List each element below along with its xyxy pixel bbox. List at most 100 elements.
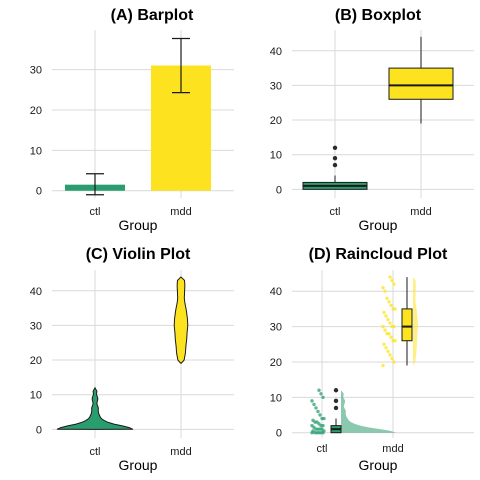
panel-c-y-ticks: 0 10 20 30 40 bbox=[30, 286, 42, 437]
y-tick-label-10: 10 bbox=[30, 145, 42, 157]
raincloud-point-ctl-27 bbox=[321, 395, 325, 400]
raincloud-point-mdd-5 bbox=[384, 346, 388, 350]
y-tick-label-40: 40 bbox=[270, 46, 282, 58]
panel-a-y-ticks: 0 10 20 30 bbox=[30, 65, 42, 198]
raincloud-point-mdd-13 bbox=[381, 324, 385, 329]
panel-c: (C) Violin Plot 0 10 20 30 40 ctl mdd Group bbox=[30, 246, 234, 473]
raincloud-point-mdd-29 bbox=[388, 275, 392, 279]
y-tick-label-30: 30 bbox=[30, 65, 42, 77]
panel-a-marks bbox=[65, 37, 211, 196]
panel-c-grid bbox=[52, 270, 234, 438]
panel-c-title: (C) Violin Plot bbox=[86, 246, 191, 263]
raincloud-point-mdd-6 bbox=[382, 342, 386, 346]
panel-d-title: (D) Raincloud Plot bbox=[309, 246, 448, 263]
panel-b-grid bbox=[292, 30, 474, 198]
panel-a-xtick-mdd: mdd bbox=[170, 206, 191, 218]
raincloud-point-ctl-22 bbox=[318, 413, 322, 417]
y-tick-label-20: 20 bbox=[30, 105, 42, 117]
panel-b-title: (B) Boxplot bbox=[335, 7, 422, 24]
panel-b-xtick-ctl: ctl bbox=[330, 206, 341, 218]
panel-b-xlabel: Group bbox=[359, 217, 398, 233]
y-tick-label-20: 20 bbox=[30, 355, 42, 367]
panel-d-y-ticks: 0 10 20 30 40 bbox=[270, 286, 282, 439]
raincloud-point-mdd-21 bbox=[391, 307, 395, 311]
panel-c-xlabel: Group bbox=[119, 457, 158, 473]
panel-b-y-ticks: 0 10 20 30 40 bbox=[270, 46, 282, 197]
raincloud-box-ctl-outlier-0 bbox=[333, 405, 339, 411]
boxplot-ctl-outlier-2 bbox=[332, 145, 338, 150]
raincloud-point-mdd-11 bbox=[385, 331, 389, 336]
raincloud-point-mdd-1 bbox=[392, 360, 396, 364]
raincloud-point-ctl-21 bbox=[320, 416, 324, 421]
y-tick-label-30: 30 bbox=[30, 320, 42, 332]
panel-b-xtick-mdd: mdd bbox=[410, 206, 431, 218]
raincloud-point-ctl-26 bbox=[310, 399, 314, 403]
y-tick-label-40: 40 bbox=[270, 286, 282, 298]
boxplot-mdd-box bbox=[388, 67, 454, 100]
panel-c-marks bbox=[56, 276, 189, 430]
raincloud-point-mdd-8 bbox=[391, 339, 395, 343]
raincloud-point-mdd-4 bbox=[386, 349, 390, 354]
raincloud-cloud-ctl bbox=[341, 390, 396, 433]
panel-b-marks bbox=[302, 36, 454, 190]
boxplot-ctl-outlier-0 bbox=[332, 162, 338, 168]
raincloud-cloud-mdd bbox=[413, 277, 418, 366]
raincloud-box-ctl-outlier-2 bbox=[333, 388, 339, 393]
y-tick-label-10: 10 bbox=[270, 150, 282, 162]
raincloud-point-ctl-25 bbox=[312, 402, 316, 407]
violin-ctl bbox=[56, 386, 134, 430]
raincloud-point-mdd-2 bbox=[390, 356, 394, 361]
panel-d-marks bbox=[310, 275, 418, 435]
raincloud-point-ctl-29 bbox=[317, 388, 321, 392]
raincloud-point-mdd-23 bbox=[387, 300, 391, 304]
raincloud-point-mdd-27 bbox=[392, 282, 396, 286]
raincloud-point-mdd-0 bbox=[381, 363, 385, 368]
raincloud-point-mdd-19 bbox=[382, 310, 386, 315]
raincloud-point-ctl-6 bbox=[311, 429, 315, 433]
raincloud-point-mdd-3 bbox=[388, 353, 392, 357]
y-tick-label-20: 20 bbox=[270, 357, 282, 369]
raincloud-point-mdd-24 bbox=[385, 296, 389, 300]
panel-d-xtick-ctl: ctl bbox=[317, 443, 328, 455]
raincloud-point-mdd-18 bbox=[384, 314, 388, 318]
y-tick-label-0: 0 bbox=[276, 184, 282, 196]
panel-a-xlabel: Group bbox=[119, 217, 158, 233]
panel-a-xtick-ctl: ctl bbox=[90, 206, 101, 218]
y-tick-label-10: 10 bbox=[270, 392, 282, 404]
raincloud-point-ctl-19 bbox=[311, 418, 315, 423]
raincloud-point-mdd-25 bbox=[383, 289, 387, 293]
raincloud-point-ctl-24 bbox=[314, 406, 318, 410]
panel-b: (B) Boxplot 0 10 20 30 40 ctl mdd Group bbox=[270, 7, 474, 233]
raincloud-point-mdd-28 bbox=[390, 278, 394, 283]
raincloud-point-mdd-26 bbox=[381, 285, 385, 290]
boxplot-ctl-outlier-1 bbox=[332, 155, 338, 161]
y-tick-label-30: 30 bbox=[270, 80, 282, 92]
y-tick-label-0: 0 bbox=[276, 428, 282, 440]
raincloud-point-mdd-9 bbox=[389, 335, 393, 339]
raincloud-point-mdd-12 bbox=[383, 328, 387, 332]
panel-d-xtick-mdd: mdd bbox=[382, 443, 403, 455]
raincloud-box-mdd-box bbox=[401, 308, 413, 342]
raincloud-point-ctl-28 bbox=[319, 392, 323, 396]
y-tick-label-40: 40 bbox=[30, 286, 42, 298]
y-tick-label-10: 10 bbox=[30, 390, 42, 402]
y-tick-label-0: 0 bbox=[36, 186, 42, 198]
raincloud-box-ctl-outlier-1 bbox=[333, 398, 339, 404]
y-tick-label-30: 30 bbox=[270, 322, 282, 334]
panel-c-xtick-ctl: ctl bbox=[90, 446, 101, 458]
y-tick-label-20: 20 bbox=[270, 115, 282, 127]
panel-a: (A) Barplot 0 10 20 30 ctl mdd Group bbox=[30, 7, 234, 233]
panel-d-xlabel: Group bbox=[359, 457, 398, 473]
raincloud-point-mdd-17 bbox=[386, 317, 390, 322]
raincloud-point-mdd-16 bbox=[388, 321, 392, 325]
y-tick-label-0: 0 bbox=[36, 424, 42, 436]
violin-mdd bbox=[173, 276, 189, 364]
panel-d: (D) Raincloud Plot 0 10 20 30 40 ctl mdd Gro… bbox=[270, 246, 474, 473]
panel-c-xtick-mdd: mdd bbox=[170, 446, 191, 458]
panel-d-grid bbox=[292, 270, 474, 438]
raincloud-point-ctl-23 bbox=[316, 409, 320, 414]
raincloud-point-mdd-22 bbox=[389, 303, 393, 308]
raincloud-point-mdd-15 bbox=[390, 324, 394, 329]
panel-a-title: (A) Barplot bbox=[111, 7, 194, 24]
